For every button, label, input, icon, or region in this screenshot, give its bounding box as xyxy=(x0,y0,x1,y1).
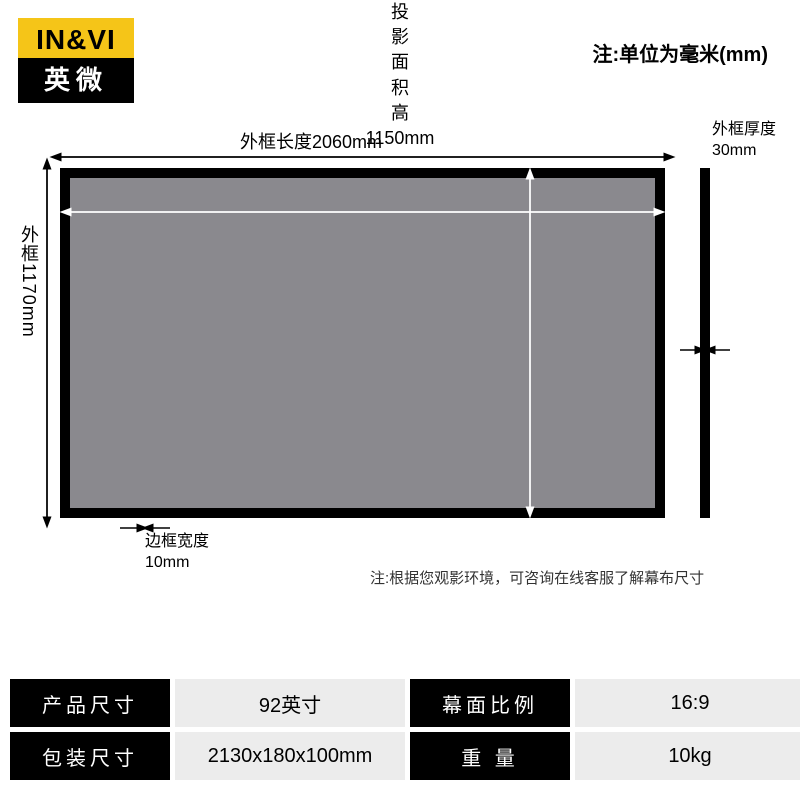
frame-width-label: 外框长度2060mm xyxy=(240,128,382,154)
border-width-line2: 10mm xyxy=(145,554,189,571)
logo-bottom-text: 英微 xyxy=(18,58,134,103)
frame-thickness-label: 外框厚度 30mm xyxy=(712,120,776,162)
spec-key-product-size: 产品尺寸 xyxy=(10,679,170,727)
screen-outer-frame xyxy=(60,168,665,518)
brand-logo: IN&VI 英微 xyxy=(18,18,134,103)
spec-val-aspect-ratio: 16:9 xyxy=(575,679,800,727)
spec-val-package-size: 2130x180x100mm xyxy=(175,732,405,780)
spec-key-weight: 重 量 xyxy=(410,732,570,780)
unit-note: 注:单位为毫米(mm) xyxy=(592,38,768,67)
screen-projection-area xyxy=(70,178,655,508)
thickness-line2: 30mm xyxy=(712,142,756,159)
proj-height-char5: 高 xyxy=(0,101,800,126)
spec-key-package-size: 包装尺寸 xyxy=(10,732,170,780)
logo-top-text: IN&VI xyxy=(18,18,134,58)
spec-val-weight: 10kg xyxy=(575,732,800,780)
screen-thickness-bar xyxy=(700,168,710,518)
footnote-text: 注:根据您观影环境，可咨询在线客服了解幕布尺寸 xyxy=(370,567,704,588)
spec-key-aspect-ratio: 幕面比例 xyxy=(410,679,570,727)
thickness-line1: 外框厚度 xyxy=(712,121,776,138)
frame-height-label: 外框1170mm xyxy=(16,225,42,338)
spec-val-product-size: 92英寸 xyxy=(175,679,405,727)
border-width-label: 边框宽度 10mm xyxy=(145,532,209,574)
border-width-line1: 边框宽度 xyxy=(145,533,209,550)
spec-table: 产品尺寸 92英寸 幕面比例 16:9 包装尺寸 2130x180x100mm … xyxy=(10,679,790,780)
proj-height-value: 1150mm xyxy=(0,126,800,151)
